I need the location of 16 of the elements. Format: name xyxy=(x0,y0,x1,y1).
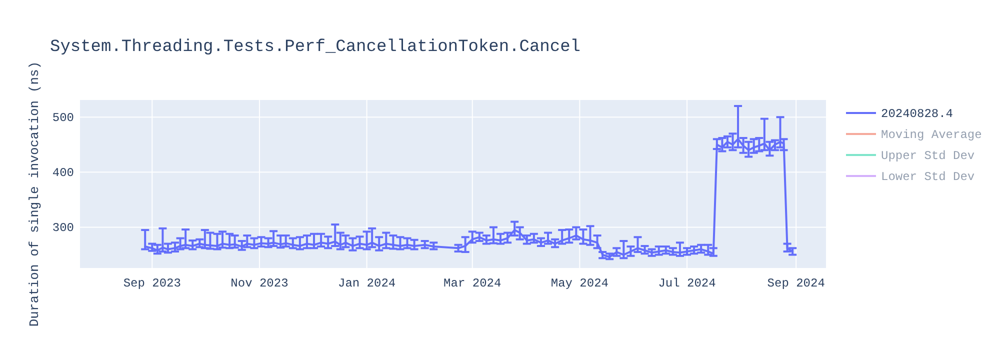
y-tick-label: 400 xyxy=(52,166,74,180)
x-tick-label: Jul 2024 xyxy=(658,276,716,291)
y-tick-label: 300 xyxy=(52,221,74,236)
legend-label: Upper Std Dev xyxy=(881,149,975,163)
y-tick-label: 500 xyxy=(52,110,74,125)
legend-label: Lower Std Dev xyxy=(881,170,975,184)
x-tick-label: Mar 2024 xyxy=(444,276,502,291)
legend-label: Moving Average xyxy=(881,128,982,142)
x-tick-label: May 2024 xyxy=(550,276,608,291)
x-tick-label: Sep 2024 xyxy=(767,276,825,291)
chart-title: System.Threading.Tests.Perf_CancellationToken.Cancel xyxy=(50,38,580,57)
x-tick-label: Nov 2023 xyxy=(230,276,288,291)
x-tick-label: Sep 2023 xyxy=(123,276,181,291)
legend-label: 20240828.4 xyxy=(881,107,954,121)
x-tick-label: Jan 2024 xyxy=(338,276,396,291)
y-axis-title: Duration of single invocation (ns) xyxy=(27,61,42,327)
